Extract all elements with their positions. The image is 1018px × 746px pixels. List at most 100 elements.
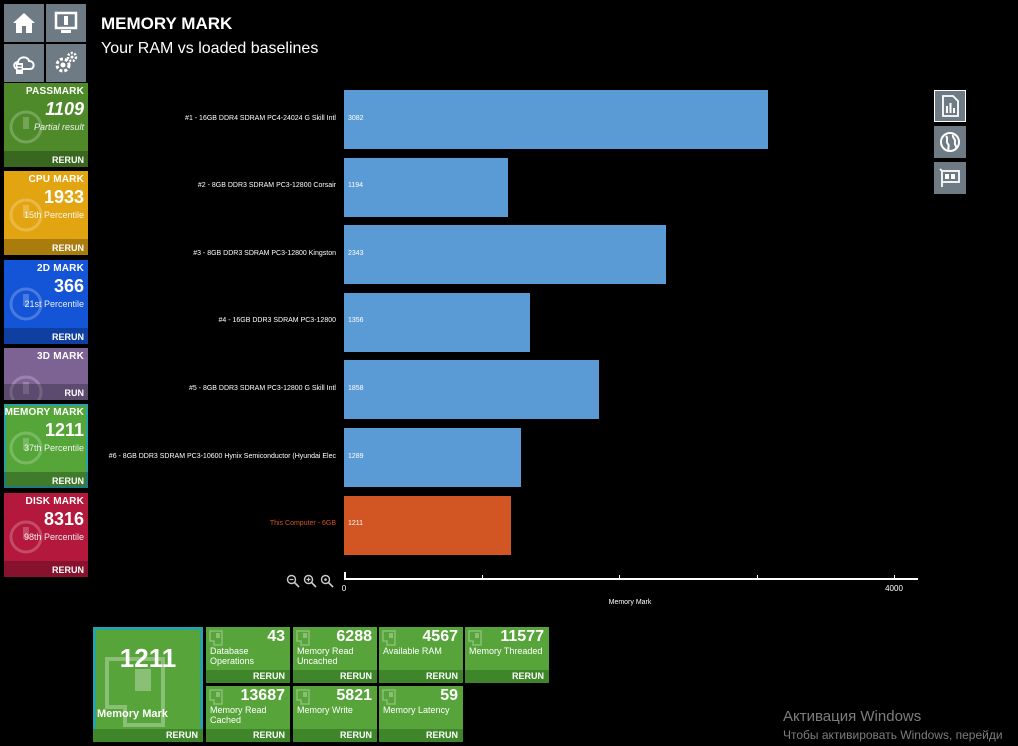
side-tile-passmark[interactable]: PASSMARK 1109 Partial result RERUN xyxy=(4,83,88,167)
home-button[interactable] xyxy=(4,4,44,42)
system-info-button[interactable] xyxy=(46,4,86,42)
memory-mark-summary-value: 1211 xyxy=(119,643,177,673)
subtest-rerun[interactable]: RERUN xyxy=(293,729,377,742)
chart-x-tick xyxy=(344,575,345,579)
memory-mark-summary-label: Memory Mark xyxy=(97,708,168,720)
subtest-label: Memory Read Cached xyxy=(210,705,267,725)
chart-bar xyxy=(344,157,509,217)
gears-icon xyxy=(55,51,78,73)
chart-bar xyxy=(344,495,511,555)
zoom-reset-icon[interactable] xyxy=(320,574,334,588)
side-tile-subtitle: 21st Percentile xyxy=(24,299,84,309)
settings-button[interactable] xyxy=(46,44,86,82)
tile-decoration xyxy=(6,515,46,560)
page-title: MEMORY MARK xyxy=(101,14,233,33)
tile-decoration xyxy=(6,105,46,150)
subtest-rerun[interactable]: RERUN xyxy=(379,729,463,742)
memory-module-icon xyxy=(105,657,165,727)
side-tile-subtitle: 15th Percentile xyxy=(23,210,84,220)
chart-category-label: #3 - 8GB DDR3 SDRAM PC3-12800 Kingston xyxy=(193,249,336,257)
page-subtitle: Your RAM vs loaded baselines xyxy=(101,40,319,57)
side-tile-title: 2D MARK xyxy=(37,263,84,274)
tile-footer xyxy=(4,328,88,344)
memory-mark-summary-rerun[interactable]: RERUN xyxy=(93,729,203,742)
side-tile-disk-mark[interactable]: DISK MARK 8316 98th Percentile RERUN xyxy=(4,493,88,577)
chart-x-tick xyxy=(894,575,895,579)
windows-activation-text: Чтобы активировать Windows, перейди xyxy=(783,728,1003,742)
chart-category-label: #5 - 8GB DDR3 SDRAM PC3-12800 G Skill In… xyxy=(188,384,336,392)
subtest-tile-memory-read-cached[interactable]: 13687 Memory Read Cached RERUN xyxy=(206,686,290,742)
subtest-label: Memory Read Uncached xyxy=(297,646,354,666)
side-tile-rerun[interactable]: RERUN xyxy=(51,332,84,342)
side-tile-title: PASSMARK xyxy=(25,86,84,97)
chart-bar-value-label: 1289 xyxy=(348,452,364,460)
tile-footer xyxy=(4,151,88,167)
subtest-tile-available-ram[interactable]: 4567 Available RAM RERUN xyxy=(379,627,463,683)
memory-module-icon xyxy=(209,689,223,710)
side-tile-3d-mark[interactable]: 3D MARK RUN xyxy=(4,348,88,400)
subtest-rerun[interactable]: RERUN xyxy=(379,670,463,683)
chart-bar-value-label: 2343 xyxy=(348,249,364,257)
subtest-label: Memory Write xyxy=(297,705,353,715)
side-tile-rerun[interactable]: RERUN xyxy=(51,476,84,486)
side-tile-cpu-mark[interactable]: CPU MARK 1933 15th Percentile RERUN xyxy=(4,171,88,255)
subtest-tile-memory-read-uncached[interactable]: 6288 Memory Read Uncached RERUN xyxy=(293,627,377,683)
tile-footer xyxy=(4,384,88,400)
side-tile-2d-mark[interactable]: 2D MARK 366 21st Percentile RERUN xyxy=(4,260,88,344)
subtest-rerun[interactable]: RERUN xyxy=(206,729,290,742)
chart-bar xyxy=(344,292,531,352)
subtest-tile-memory-threaded[interactable]: 11577 Memory Threaded RERUN xyxy=(465,627,549,683)
side-tile-title: MEMORY MARK xyxy=(4,407,84,418)
memory-module-icon xyxy=(296,630,310,651)
side-tile-memory-mark[interactable]: MEMORY MARK 1211 37th Percentile RERUN xyxy=(4,404,88,488)
report-button[interactable] xyxy=(934,90,966,122)
tile-decoration xyxy=(6,426,46,471)
globe-icon xyxy=(940,132,960,152)
subtest-value: 43 xyxy=(267,628,285,645)
chart-category-label: #2 - 8GB DDR3 SDRAM PC3-12800 Corsair xyxy=(197,182,336,190)
subtest-rerun[interactable]: RERUN xyxy=(206,670,290,683)
subtest-label: Database Operations xyxy=(210,646,255,666)
chart-x-axis xyxy=(344,578,918,580)
subtest-tile-database-operations[interactable]: 43 Database Operations RERUN xyxy=(206,627,290,683)
cloud-icon xyxy=(13,56,35,74)
chart-x-tick-label: 0 xyxy=(341,584,347,593)
side-tile-title: 3D MARK xyxy=(37,351,84,362)
tile-footer xyxy=(4,239,88,255)
hardware-button[interactable] xyxy=(934,162,966,194)
tile-footer xyxy=(4,472,88,488)
side-tile-rerun[interactable]: RERUN xyxy=(51,243,84,253)
upload-button[interactable] xyxy=(4,44,44,82)
side-tile-score: 8316 xyxy=(43,509,84,529)
online-results-button[interactable] xyxy=(934,126,966,158)
side-tile-subtitle: Partial result xyxy=(33,122,84,132)
memory-module-icon xyxy=(296,689,310,710)
chart-category-label: #1 - 16GB DDR4 SDRAM PC4-24024 G Skill I… xyxy=(185,114,336,122)
side-tile-rerun[interactable]: RERUN xyxy=(51,155,84,165)
side-tile-score: 1211 xyxy=(44,420,84,440)
chart-bar xyxy=(344,360,600,420)
subtest-rerun[interactable]: RERUN xyxy=(465,670,549,683)
zoom-in-icon[interactable] xyxy=(303,574,317,588)
chart-category-label: This Computer - 6GB xyxy=(269,520,336,528)
subtest-rerun[interactable]: RERUN xyxy=(293,670,377,683)
subtest-tile-memory-write[interactable]: 5821 Memory Write RERUN xyxy=(293,686,377,742)
memory-mark-summary-tile[interactable]: 1211 Memory Mark RERUN xyxy=(93,627,203,742)
zoom-out-icon[interactable] xyxy=(286,574,300,588)
memory-module-icon xyxy=(382,689,396,710)
subtest-label: Available RAM xyxy=(383,646,442,656)
monitor-icon xyxy=(54,11,78,33)
chart-x-axis-label: Memory Mark xyxy=(608,599,652,606)
side-tile-rerun[interactable]: RERUN xyxy=(51,565,84,575)
hardware-icon xyxy=(939,168,960,187)
subtest-tile-memory-latency[interactable]: 59 Memory Latency RERUN xyxy=(379,686,463,742)
tile-decoration xyxy=(6,282,46,327)
memory-module-icon xyxy=(382,630,396,651)
tile-footer xyxy=(4,561,88,577)
side-tile-subtitle: 37th Percentile xyxy=(23,443,84,453)
chart-category-label: #4 - 16GB DDR3 SDRAM PC3-12800 xyxy=(218,317,337,325)
home-icon xyxy=(13,13,35,33)
subtest-label: Memory Threaded xyxy=(469,646,543,656)
chart-bar xyxy=(344,428,522,487)
side-tile-rerun[interactable]: RUN xyxy=(64,388,85,398)
